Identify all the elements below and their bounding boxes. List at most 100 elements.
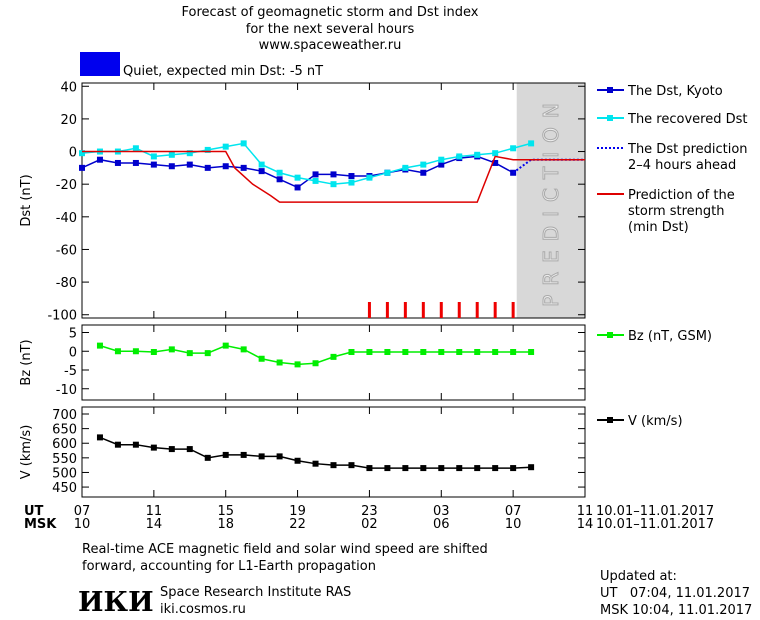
data-point (186, 150, 193, 157)
data-point (510, 145, 517, 152)
x-tick-label: 06 (433, 517, 450, 532)
logo: ИКИ (78, 587, 154, 618)
data-point (114, 348, 121, 355)
legend-label: Prediction of the storm strength (min Dst) (628, 188, 735, 235)
x-tick-label: 02 (361, 517, 378, 532)
y-tick-label: 600 (52, 437, 77, 452)
y-tick-label: -20 (56, 178, 77, 193)
data-point (204, 350, 211, 357)
title: Forecast of geomagnetic storm and Dst in… (181, 5, 478, 20)
data-point (186, 161, 193, 168)
legend-marker (607, 332, 613, 338)
data-point (96, 342, 103, 349)
data-point (402, 164, 409, 171)
legend-marker (607, 417, 613, 423)
data-point (222, 163, 229, 170)
y-tick-label: 0 (69, 146, 77, 161)
data-point (420, 161, 427, 168)
y-tick-label: -10 (56, 383, 77, 398)
y-tick-label: -80 (56, 276, 77, 291)
data-point (312, 460, 319, 467)
data-point (168, 163, 175, 170)
data-point (258, 453, 265, 460)
y-tick-label: 5 (69, 327, 77, 342)
plot-frame (81, 324, 586, 401)
y-tick-label: -5 (64, 364, 77, 379)
plot-frame (81, 406, 586, 498)
note: forward, accounting for L1-Earth propaga… (82, 559, 376, 574)
data-point (492, 150, 499, 157)
title: for the next several hours (246, 22, 415, 37)
y-tick-label: 650 (52, 423, 77, 438)
x-tick-label: 23 (361, 504, 378, 519)
data-point (420, 169, 427, 176)
y-tick-label: -60 (56, 243, 77, 258)
x-tick-label: 07 (505, 504, 522, 519)
data-point (528, 349, 535, 355)
data-point (384, 465, 391, 472)
data-point (186, 446, 193, 453)
status-text: Quiet, expected min Dst: -5 nT (123, 64, 323, 79)
y-tick-label: 40 (60, 80, 77, 95)
data-point (474, 349, 481, 355)
data-point (312, 177, 319, 184)
date-range: 10.01–11.01.2017 (596, 504, 714, 519)
y-tick-label: 700 (52, 408, 77, 423)
legend-label: The Dst, Kyoto (627, 84, 723, 99)
data-point (204, 164, 211, 171)
data-point (348, 462, 355, 469)
data-point (438, 349, 445, 355)
data-point (456, 465, 463, 472)
data-point (294, 184, 301, 191)
data-point (456, 153, 463, 160)
series-line (81, 155, 514, 189)
note: Real-time ACE magnetic field and solar w… (82, 542, 488, 557)
data-point (402, 465, 409, 472)
data-point (330, 171, 337, 178)
data-point (438, 156, 445, 163)
legend-label: The Dst prediction 2–4 hours ahead (627, 142, 748, 173)
data-point (456, 349, 463, 355)
date-range: 10.01–11.01.2017 (596, 517, 714, 532)
data-point (438, 161, 445, 168)
data-point (150, 349, 157, 355)
data-point (276, 453, 283, 460)
x-tick-label: 03 (433, 504, 450, 519)
y-tick-label: 20 (60, 113, 77, 128)
x-tick-label: 10 (74, 517, 91, 532)
data-point (510, 465, 517, 472)
data-point (384, 169, 391, 176)
data-point (150, 444, 157, 451)
data-point (240, 451, 247, 458)
data-point (168, 346, 175, 353)
data-point (258, 168, 265, 175)
data-point (132, 145, 139, 152)
data-point (330, 353, 337, 360)
data-point (438, 465, 445, 472)
data-point (240, 164, 247, 171)
x-tick-label: 15 (217, 504, 234, 519)
data-point (348, 349, 355, 355)
prediction-label: PREDICTION (539, 94, 563, 307)
prediction-zone (516, 83, 585, 318)
updated-label: Updated at: (600, 569, 677, 584)
legend-label: Bz (nT, GSM) (628, 329, 712, 344)
data-point (132, 348, 139, 355)
data-point (366, 349, 373, 355)
legend-label: V (km/s) (628, 414, 683, 429)
plot-frame (81, 82, 586, 319)
data-point (330, 462, 337, 469)
data-point (312, 360, 319, 367)
data-point (510, 349, 517, 355)
data-point (132, 159, 139, 166)
x-tick-label: 11 (577, 504, 594, 519)
data-point (222, 451, 229, 458)
data-point (150, 161, 157, 168)
ut-label: UT (24, 504, 44, 519)
data-point (240, 346, 247, 353)
data-point (348, 179, 355, 186)
x-tick-label: 07 (74, 504, 91, 519)
data-point (366, 174, 373, 181)
y-tick-label: 0 (69, 345, 77, 360)
legend-marker (607, 87, 613, 93)
